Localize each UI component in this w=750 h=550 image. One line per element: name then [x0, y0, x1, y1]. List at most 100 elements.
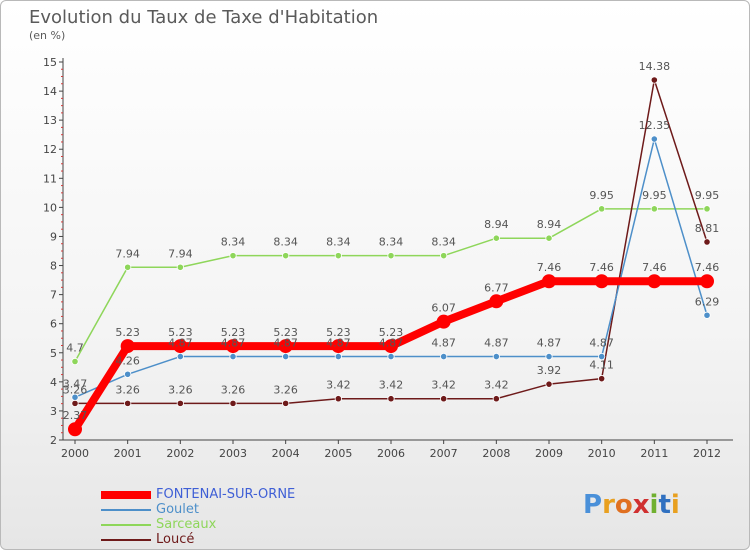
- y-tick-label: 2: [50, 434, 57, 447]
- data-label-2: 9.95: [589, 189, 614, 202]
- legend-label: Goulet: [156, 502, 199, 517]
- data-label-1: 4.87: [484, 337, 509, 350]
- logo-letter: r: [602, 490, 615, 520]
- series-point-1: [440, 352, 448, 361]
- data-label-1: 4.87: [431, 337, 456, 350]
- data-label-0: 6.77: [484, 281, 509, 294]
- data-label-1: 4.26: [115, 354, 140, 367]
- data-label-0: 5.23: [168, 326, 193, 339]
- x-tick-label: 2001: [114, 447, 142, 460]
- series-point-0: [278, 339, 293, 354]
- legend-label: Sarceaux: [156, 517, 217, 532]
- series-point-1: [176, 352, 184, 361]
- y-tick-label: 4: [50, 376, 57, 389]
- data-label-1: 4.87: [379, 337, 404, 350]
- data-label-2: 4.7: [66, 341, 84, 354]
- data-label-0: 5.23: [273, 326, 298, 339]
- y-tick-label: 12: [43, 143, 57, 156]
- data-label-3: 3.26: [273, 383, 298, 396]
- logo-letter: i: [649, 490, 659, 520]
- y-tick-label: 10: [43, 201, 57, 214]
- data-label-3: 3.42: [326, 379, 351, 392]
- logo-letter: P: [583, 490, 603, 520]
- x-tick-label: 2002: [166, 447, 194, 460]
- data-label-1: 4.87: [537, 337, 562, 350]
- legend-label: Loucé: [156, 532, 195, 547]
- series-point-2: [124, 263, 132, 271]
- data-label-2: 8.34: [431, 236, 456, 249]
- series-point-3: [124, 399, 132, 407]
- series-point-2: [545, 234, 553, 242]
- data-label-0: 5.23: [221, 326, 246, 339]
- chart-unit-label: (en %): [29, 29, 66, 42]
- series-point-1: [282, 352, 290, 361]
- series-point-1: [124, 370, 132, 378]
- data-label-0: 7.46: [695, 261, 720, 274]
- data-label-3: 3.26: [168, 383, 193, 396]
- data-label-0: 7.46: [642, 261, 667, 274]
- series-point-0: [489, 294, 504, 309]
- logo-letter: x: [632, 490, 650, 520]
- x-tick-label: 2000: [61, 447, 89, 460]
- data-label-3: 14.38: [639, 60, 671, 73]
- data-label-1: 4.87: [273, 337, 298, 350]
- series-point-3: [387, 395, 395, 403]
- series-point-2: [176, 263, 184, 271]
- series-point-2: [650, 205, 658, 213]
- data-label-2: 9.95: [695, 189, 720, 202]
- series-point-0: [594, 274, 609, 289]
- data-label-1: 3.47: [63, 377, 88, 390]
- y-tick-label: 8: [50, 260, 57, 273]
- y-tick-label: 14: [43, 85, 57, 98]
- series-point-2: [71, 357, 79, 366]
- y-tick-label: 13: [43, 114, 57, 127]
- series-point-0: [700, 274, 714, 289]
- x-tick-label: 2010: [588, 447, 616, 460]
- series-point-3: [282, 399, 290, 407]
- data-label-0: 5.23: [326, 326, 351, 339]
- data-label-1: 4.87: [168, 337, 193, 350]
- series-point-3: [229, 399, 237, 407]
- x-tick-label: 2012: [693, 447, 721, 460]
- data-label-0: 5.23: [379, 326, 404, 339]
- x-tick-label: 2006: [377, 447, 405, 460]
- data-label-1: 6.29: [695, 295, 720, 308]
- data-label-2: 7.94: [115, 247, 140, 260]
- data-label-3: 8.81: [695, 222, 720, 235]
- data-label-0: 2.37: [63, 409, 88, 422]
- series-point-1: [598, 352, 606, 361]
- x-tick-label: 2011: [640, 447, 668, 460]
- series-point-2: [703, 205, 711, 213]
- data-label-0: 5.23: [115, 326, 140, 339]
- series-point-0: [173, 339, 188, 354]
- series-point-2: [598, 205, 606, 213]
- y-tick-label: 9: [50, 230, 57, 243]
- data-label-1: 4.87: [326, 337, 351, 350]
- series-point-0: [436, 314, 451, 329]
- data-label-3: 3.26: [221, 383, 246, 396]
- series-point-0: [542, 274, 556, 289]
- series-point-2: [334, 252, 342, 260]
- logo-letter: i: [670, 490, 680, 520]
- series-point-0: [226, 339, 240, 354]
- series-point-1: [71, 393, 79, 401]
- x-tick-label: 2005: [324, 447, 352, 460]
- series-point-1: [492, 352, 500, 361]
- data-label-2: 9.95: [642, 189, 667, 202]
- data-label-3: 3.42: [379, 379, 404, 392]
- legend-swatch: [101, 491, 151, 499]
- data-label-3: 3.26: [63, 383, 88, 396]
- legend-label: FONTENAI-SUR-ORNE: [156, 487, 296, 502]
- series-point-1: [334, 352, 342, 361]
- chart-axes: 2 3 4 5 6 7 8 9 10 11 12 13 14 15 2000 2001 2002 2003 2004…: [43, 56, 733, 460]
- series-point-1: [650, 135, 658, 143]
- series-point-1: [545, 352, 553, 361]
- data-label-1: 4.87: [589, 337, 614, 350]
- series-point-3: [176, 399, 184, 407]
- series-point-0: [647, 274, 662, 289]
- series-point-3: [440, 395, 448, 403]
- data-label-2: 8.34: [379, 236, 404, 249]
- y-tick-label: 15: [43, 56, 57, 69]
